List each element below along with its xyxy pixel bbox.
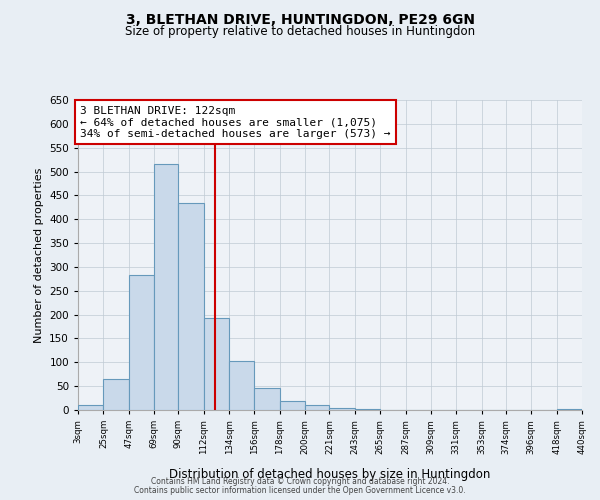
Text: 3 BLETHAN DRIVE: 122sqm
← 64% of detached houses are smaller (1,075)
34% of semi: 3 BLETHAN DRIVE: 122sqm ← 64% of detache… [80, 106, 391, 139]
Y-axis label: Number of detached properties: Number of detached properties [34, 168, 44, 342]
Bar [557, 409, 582, 410]
Text: 3, BLETHAN DRIVE, HUNTINGDON, PE29 6GN: 3, BLETHAN DRIVE, HUNTINGDON, PE29 6GN [125, 12, 475, 26]
Bar [204, 318, 229, 410]
Bar [229, 362, 254, 410]
Bar [103, 379, 129, 410]
Bar [280, 402, 305, 410]
Bar [329, 408, 355, 410]
Bar [305, 405, 329, 410]
Bar [129, 275, 154, 410]
Bar [355, 409, 380, 410]
Bar [78, 405, 103, 410]
Bar [154, 164, 178, 410]
Bar [178, 202, 204, 410]
Bar [254, 388, 280, 410]
Text: Contains public sector information licensed under the Open Government Licence v3: Contains public sector information licen… [134, 486, 466, 495]
X-axis label: Distribution of detached houses by size in Huntingdon: Distribution of detached houses by size … [169, 468, 491, 481]
Text: Size of property relative to detached houses in Huntingdon: Size of property relative to detached ho… [125, 25, 475, 38]
Text: Contains HM Land Registry data © Crown copyright and database right 2024.: Contains HM Land Registry data © Crown c… [151, 477, 449, 486]
